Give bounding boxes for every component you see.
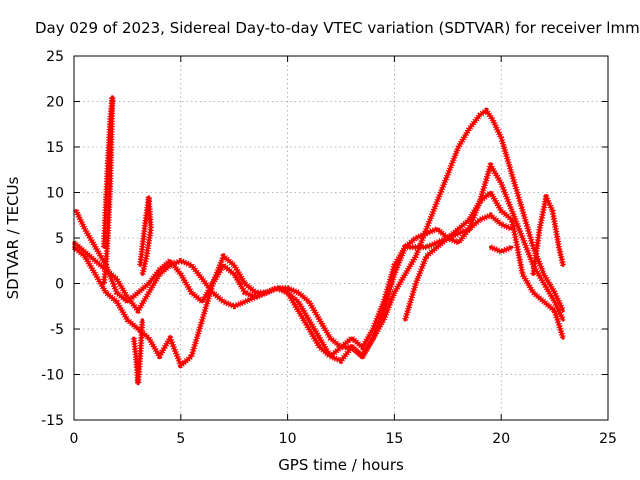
series-spike-1-core [102, 95, 114, 286]
axis-ticks [73, 55, 609, 421]
x-tick-label-0: 0 [70, 431, 79, 447]
x-tick-label-10: 10 [279, 431, 297, 447]
x-tick-label-25: 25 [599, 431, 617, 447]
y-tick-label--5: -5 [50, 322, 64, 338]
series-track-1-core [72, 163, 565, 358]
series-track-2-core [74, 109, 565, 363]
series-track-5-core [531, 195, 565, 276]
x-tick-label-5: 5 [176, 431, 185, 447]
y-tick-label--15: -15 [41, 413, 64, 429]
y-axis-label: SDTVAR / TECUs [4, 176, 22, 299]
data-series [72, 93, 567, 387]
y-tick-label-10: 10 [46, 186, 64, 202]
y-tick-label-15: 15 [46, 140, 64, 156]
series-spike-3-core [138, 195, 153, 276]
series-spike-2-core [132, 318, 144, 386]
y-tick-labels: -15 -10 -5 0 5 10 15 20 25 [41, 49, 64, 429]
y-tick-label-0: 0 [55, 277, 64, 293]
x-tick-label-20: 20 [492, 431, 510, 447]
x-axis-label: GPS time / hours [278, 456, 404, 474]
y-tick-label--10: -10 [41, 368, 64, 384]
x-tick-labels: 0 5 10 15 20 25 [70, 431, 617, 447]
y-tick-label-20: 20 [46, 95, 64, 111]
series-track-6-core [488, 245, 514, 254]
chart-title: Day 029 of 2023, Sidereal Day-to-day VTE… [35, 19, 640, 37]
x-tick-label-15: 15 [385, 431, 403, 447]
gridlines [74, 56, 608, 420]
y-tick-label-5: 5 [55, 231, 64, 247]
series-track-4-core [403, 190, 565, 340]
y-tick-label-25: 25 [46, 49, 64, 65]
